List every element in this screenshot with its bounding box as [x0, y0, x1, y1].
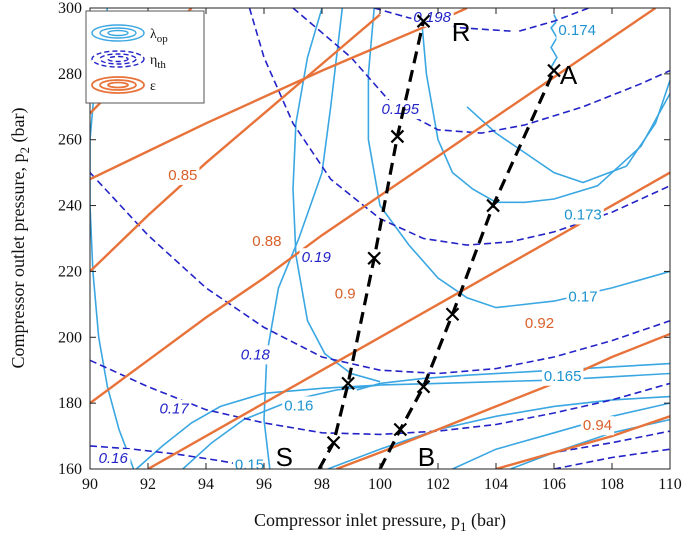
- lambda-contour-label: 0.174: [558, 22, 596, 39]
- eps-contour-label: 0.88: [252, 233, 281, 250]
- lambda-line-12: [327, 395, 670, 469]
- contour-labels: 0.15 0.16 0.165 0.17 0.173 0.174 0.16 0.17 0.18 0…: [96, 7, 615, 475]
- contour-label-bg: [332, 284, 358, 304]
- eta-contour-label: 0.16: [99, 450, 129, 467]
- eps-line-27: [495, 415, 670, 469]
- eta-line-17: [292, 8, 670, 134]
- lambda-contour-label: 0.165: [544, 368, 582, 385]
- eps-line-24: [90, 8, 657, 405]
- eps-line-26: [336, 332, 670, 469]
- x-tick-label: 102: [426, 476, 450, 493]
- contour-label-bg: [562, 205, 604, 225]
- x-tick-label: 98: [314, 476, 330, 493]
- eta-contour-label: 0.19: [302, 249, 332, 266]
- path-markers: [326, 14, 561, 450]
- lambda-contour-label: 0.17: [568, 289, 597, 306]
- x-axis-ticks: 90 92 94 96 98 100 102 104 106 108 110: [82, 8, 682, 493]
- eta-line-16: [248, 8, 670, 246]
- x-tick-label: 100: [368, 476, 392, 493]
- eps-contour-label: 0.94: [583, 417, 612, 434]
- legend-label-lambda: λop: [150, 27, 168, 45]
- lambda-line-8: [466, 80, 670, 184]
- path-marker: [416, 14, 431, 28]
- path-marker: [326, 435, 341, 450]
- contour-label-bg: [238, 345, 273, 365]
- contour-label-bg: [250, 231, 284, 251]
- legend-label-eps: ε: [150, 79, 156, 94]
- eps-line-23: [90, 13, 381, 273]
- y-tick-label: 160: [58, 461, 82, 478]
- eps-contour-label: 0.85: [168, 167, 197, 184]
- eps-contour-label: 0.9: [335, 285, 356, 302]
- x-tick-label: 92: [140, 476, 156, 493]
- y-tick-label: 200: [58, 329, 82, 346]
- lambda-line-3: [263, 8, 344, 469]
- contour-label-bg: [580, 416, 615, 436]
- path-marker: [341, 376, 355, 391]
- y-tick-label: 300: [58, 0, 82, 17]
- path-marker: [393, 422, 408, 437]
- path-marker: [390, 129, 405, 144]
- point-label-R: R: [452, 17, 471, 47]
- path-marker: [445, 307, 460, 322]
- legend-label-eta: ηth: [150, 53, 166, 71]
- operating-paths: [317, 20, 556, 469]
- x-tick-label: 90: [82, 476, 98, 493]
- y-tick-label: 220: [58, 263, 82, 280]
- y-tick-label: 180: [58, 395, 82, 412]
- lambda-line-11: [452, 402, 670, 469]
- y-tick-label: 260: [58, 132, 82, 149]
- eta-line-18: [373, 8, 511, 32]
- contour-label-bg: [166, 165, 200, 185]
- eta-line-19: [518, 8, 590, 32]
- eta-contour-label: 0.18: [241, 346, 271, 363]
- x-tick-label: 96: [256, 476, 272, 493]
- contour-label-bg: [556, 21, 598, 41]
- point-label-B: B: [418, 442, 435, 472]
- y-axis-title: Compressor outlet pressure, p2 (bar): [8, 108, 32, 369]
- point-label-S: S: [276, 442, 293, 472]
- contour-label-bg: [96, 449, 131, 469]
- lambda-line-4: [90, 8, 135, 469]
- eta-contour-label: 0.17: [159, 401, 189, 418]
- path-marker: [486, 198, 500, 213]
- path-line-29: [317, 20, 426, 469]
- point-labels: R A S B: [276, 17, 578, 472]
- eps-contour-label: 0.92: [525, 315, 554, 332]
- x-tick-label: 108: [600, 476, 624, 493]
- x-tick-label: 110: [658, 476, 681, 493]
- contour-label-bg: [522, 314, 557, 334]
- contour-label-bg: [299, 248, 334, 268]
- legend-box: [85, 10, 205, 104]
- eta-contour-label: 0.195: [382, 101, 420, 118]
- contour-label-bg: [379, 100, 422, 120]
- path-line-30: [378, 69, 556, 469]
- path-marker: [416, 379, 431, 394]
- eta-line-15: [90, 172, 670, 375]
- path-marker: [367, 251, 381, 266]
- contour-label-bg: [157, 399, 192, 419]
- legend-symbol-lambda: [91, 24, 145, 42]
- contour-label-bg: [282, 396, 316, 416]
- x-axis-title: Compressor inlet pressure, p1 (bar): [254, 510, 506, 534]
- eta-line-20: [495, 430, 670, 469]
- x-tick-label: 104: [484, 476, 508, 493]
- legend-symbol-eps: [91, 76, 145, 94]
- lambda-contour-label: 0.16: [284, 397, 313, 414]
- legend-symbol-eta: [91, 50, 145, 68]
- x-tick-label: 106: [542, 476, 566, 493]
- lambda-contour-label: 0.173: [564, 206, 602, 223]
- contour-label-bg: [232, 455, 267, 475]
- lambda-contour-label: 0.15: [235, 457, 264, 474]
- path-marker: [547, 63, 561, 78]
- y-tick-label: 240: [58, 198, 82, 215]
- eta-line-21: [553, 448, 670, 469]
- point-label-A: A: [560, 60, 578, 90]
- contour-label-bg: [541, 366, 584, 386]
- legend: λop ηth ε: [85, 10, 205, 104]
- x-tick-label: 94: [198, 476, 214, 493]
- contour-label-bg: [566, 287, 600, 307]
- y-tick-label: 280: [58, 66, 82, 83]
